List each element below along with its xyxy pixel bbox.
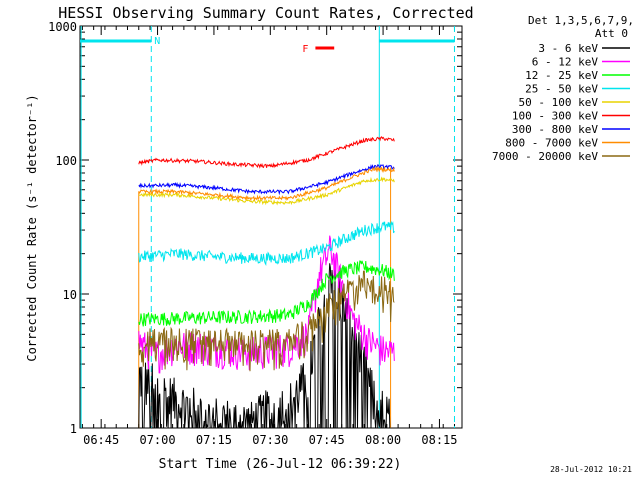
series-line (138, 270, 395, 372)
timestamp: 28-Jul-2012 10:21 (550, 465, 632, 474)
x-tick-label: 07:30 (252, 433, 288, 447)
legend-header-line-1: Det 1,3,5,6,7,9, (528, 14, 634, 27)
y-tick-label: 10 (63, 288, 77, 302)
legend-header-line-2: Att 0 (595, 27, 628, 40)
legend-label: 3 - 6 keV (538, 42, 598, 55)
x-tick-label: 07:00 (139, 433, 175, 447)
legend-label: 50 - 100 keV (519, 96, 599, 109)
series-line (138, 163, 395, 196)
x-axis-label: Start Time (26-Jul-12 06:39:22) (159, 457, 402, 472)
series-line (138, 235, 395, 374)
x-tick-label: 07:45 (309, 433, 345, 447)
x-tick-label: 08:15 (421, 433, 457, 447)
legend-label: 300 - 800 keV (512, 123, 598, 136)
legend-label: 25 - 50 keV (525, 83, 598, 96)
series-line (138, 263, 391, 429)
series-line (138, 136, 395, 169)
x-tick-label: 07:15 (196, 433, 232, 447)
legend-label: 100 - 300 keV (512, 110, 598, 123)
series-line (138, 176, 395, 206)
legend-label: 6 - 12 keV (532, 56, 599, 69)
series-line (138, 165, 395, 202)
legend-label: 7000 - 20000 keV (492, 150, 598, 163)
legend-label: 800 - 7000 keV (505, 137, 598, 150)
plot-area: 1 10 100 1000 06:45 07:00 07:15 07:30 07:45 08:00… (48, 20, 463, 447)
chart-title: HESSI Observing Summary Count Rates, Cor… (58, 4, 473, 22)
y-tick-label: 1 (70, 422, 77, 436)
x-tick-label: 06:45 (83, 433, 119, 447)
legend-label: 12 - 25 keV (525, 69, 598, 82)
night-flag-label: N (154, 36, 160, 47)
y-tick-label: 100 (55, 154, 77, 168)
series-line (138, 260, 395, 327)
series-line (138, 220, 395, 266)
plot-frame (79, 25, 463, 429)
y-axis-label: Corrected Count Rate (s⁻¹ detector⁻¹) (25, 94, 39, 361)
flare-flag-label: F (302, 44, 308, 55)
x-tick-label: 08:00 (365, 433, 401, 447)
y-tick-label: 1000 (48, 20, 77, 34)
